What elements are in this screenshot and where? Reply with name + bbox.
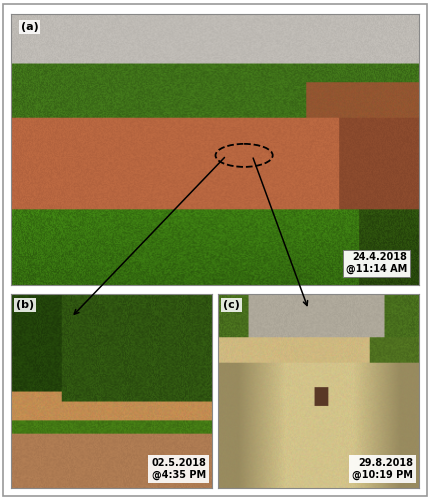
- Text: 29.8.2018
@10:19 PM: 29.8.2018 @10:19 PM: [352, 458, 413, 480]
- Text: (b): (b): [16, 300, 34, 310]
- Text: 02.5.2018
@4:35 PM: 02.5.2018 @4:35 PM: [151, 458, 206, 480]
- Text: 24.4.2018
@11:14 AM: 24.4.2018 @11:14 AM: [346, 252, 407, 274]
- Text: (c): (c): [223, 300, 240, 310]
- Text: (a): (a): [21, 22, 39, 32]
